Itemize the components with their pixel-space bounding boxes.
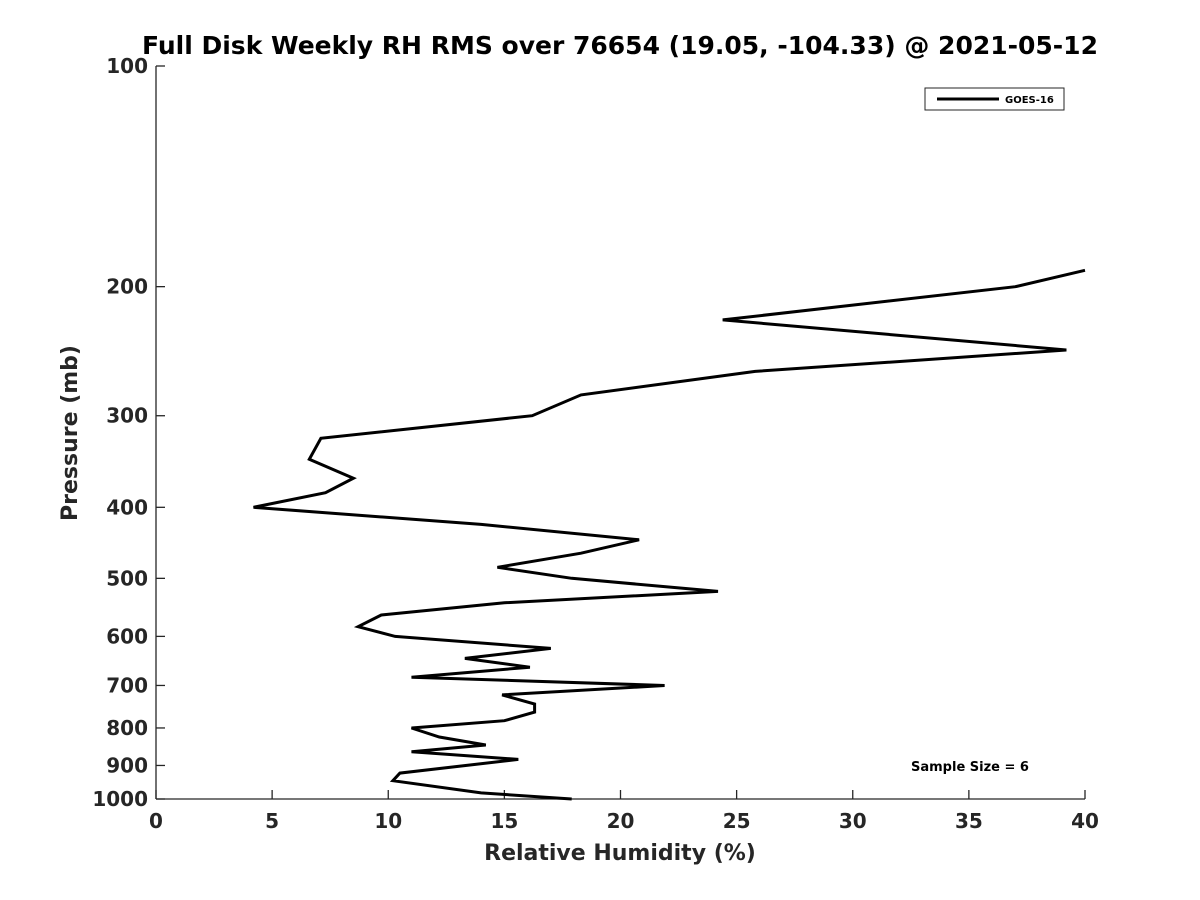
series-line-goes-16	[253, 268, 1086, 801]
series-layer	[253, 268, 1086, 801]
chart-title: Full Disk Weekly RH RMS over 76654 (19.0…	[142, 31, 1098, 60]
x-ticks: 0 5 10 15 20 25 30 35 40	[149, 790, 1099, 833]
x-tick-label: 20	[607, 809, 635, 833]
y-tick-label: 400	[106, 495, 148, 519]
x-tick-label: 40	[1071, 809, 1099, 833]
sample-size-annotation: Sample Size = 6	[911, 760, 1029, 775]
y-tick-label: 800	[106, 716, 148, 740]
x-tick-label: 35	[955, 809, 983, 833]
x-axis-label: Relative Humidity (%)	[484, 841, 756, 866]
x-tick-label: 5	[265, 809, 279, 833]
y-ticks: 100 200 300 400 500 600 700 800 900 1000	[92, 54, 165, 811]
y-tick-label: 900	[106, 753, 148, 777]
x-tick-label: 25	[723, 809, 751, 833]
y-axis-label: Pressure (mb)	[58, 345, 83, 521]
legend: GOES-16	[924, 87, 1065, 111]
y-tick-label: 100	[106, 54, 148, 78]
y-tick-label: 600	[106, 624, 148, 648]
x-tick-label: 10	[374, 809, 402, 833]
y-tick-label: 700	[106, 673, 148, 697]
y-tick-label: 500	[106, 566, 148, 590]
y-tick-label: 200	[106, 275, 148, 299]
x-tick-label: 0	[149, 809, 163, 833]
y-tick-label: 1000	[92, 787, 148, 811]
y-tick-label: 300	[106, 404, 148, 428]
x-tick-label: 15	[490, 809, 518, 833]
x-tick-label: 30	[839, 809, 867, 833]
legend-label-goes-16: GOES-16	[1005, 95, 1054, 106]
